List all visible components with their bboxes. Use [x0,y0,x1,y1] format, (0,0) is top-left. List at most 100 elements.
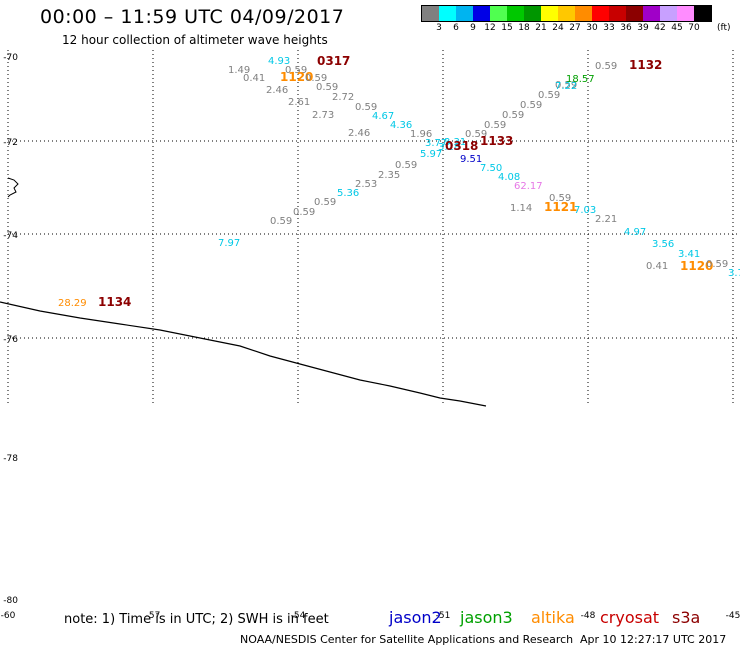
longitude-label: -54 [291,611,306,621]
wave-height-label: 3.41 [678,249,700,260]
color-scale-label: 24 [552,23,564,33]
color-swatch [592,6,609,21]
wave-height-label: 0.59 [316,82,338,93]
latitude-label: -80 [3,596,18,606]
wave-height-label: 0.59 [549,193,571,204]
wave-height-label: 0.59 [538,90,560,101]
wave-height-label: 0.41 [243,73,265,84]
legend-altika: altika [531,608,575,627]
wave-height-label: 2.21 [595,214,617,225]
wave-height-label: 28.29 [58,298,87,309]
wave-height-label: 0.59 [395,160,417,171]
color-swatch [558,6,575,21]
pass-time-label: 1120 [680,259,713,273]
wave-height-label: 0.59 [555,80,577,91]
pass-time-label: 0318 [445,139,478,153]
color-swatch [541,6,558,21]
color-scale-label: 30 [586,23,598,33]
latitude-labels: -70 -72 -74 -76 -78 -80 [3,53,18,606]
color-scale-label: 12 [484,23,496,33]
color-scale-label: 70 [688,23,700,33]
color-scale-label: 36 [620,23,632,33]
color-swatch [694,6,711,21]
pass-time-label: 1121 [544,200,577,214]
wave-height-label: 2.73 [312,110,334,121]
color-scale-label: 45 [671,23,683,33]
color-swatch [626,6,643,21]
wave-height-label: 0.59 [706,259,728,270]
latitude-label: -76 [3,335,18,345]
pass-time-label: 1133 [480,134,513,148]
color-scale-label: 27 [569,23,581,33]
wave-height-label: 2.53 [355,179,377,190]
wave-height-label: 4.36 [390,120,412,131]
wave-height-label: 2.72 [332,92,354,103]
wave-height-label: 62.17 [514,181,543,192]
color-scale-label: 39 [637,23,649,33]
pass-time-label: 1134 [98,295,131,309]
longitude-label: -51 [436,611,451,621]
wave-height-label: 0.59 [595,61,617,72]
longitude-labels: -60 -57 -54 -51 -48 -45 [1,611,740,621]
wave-height-label: 2.35 [378,170,400,181]
wave-height-label: 7.50 [480,163,502,174]
legend-s3a: s3a [672,608,701,627]
wave-height-label: 0.59 [502,110,524,121]
wave-height-label: 0.41 [646,261,668,272]
footer-timestamp: Apr 10 12:27:17 UTC 2017 [580,633,727,646]
wave-height-label: 7.97 [218,238,240,249]
color-scale-label: 33 [603,23,615,33]
wave-height-label: 0.59 [293,207,315,218]
wave-height-label: 2.46 [266,85,288,96]
color-scale-label: 21 [535,23,547,33]
wave-height-label: 0.59 [484,120,506,131]
wave-height-label: 7.22 [555,81,577,92]
wave-height-label: 18.57 [566,74,595,85]
color-swatch [439,6,456,21]
wave-height-label: 5.97 [420,149,442,160]
legend-jason2: jason2 [389,608,442,627]
wave-height-label: 0.59 [465,129,487,140]
longitude-label: -45 [726,611,740,621]
color-swatch [575,6,592,21]
latitude-label: -74 [3,231,18,241]
latitude-label: -70 [3,53,18,63]
wave-height-points: 1.490.412.464.930.5911200.5903172.610.59… [58,54,740,309]
color-scale-label: 18 [518,23,530,33]
wave-height-label: 0.59 [270,216,292,227]
longitude-label: -48 [581,611,596,621]
color-swatch [490,6,507,21]
wave-height-label: 0.59 [285,65,307,76]
color-scale-label: 15 [501,23,513,33]
color-swatch [643,6,660,21]
color-scale-label: 6 [453,23,459,33]
legend-jason3: jason3 [460,608,513,627]
wave-height-label: 9.51 [460,154,482,165]
wave-height-label: 3.28 [438,142,460,153]
wave-height-label: 4.97 [624,227,646,238]
legend-cryosat: cryosat [600,608,660,627]
color-scale-unit: (ft) [717,23,731,33]
color-scale-label: 9 [470,23,476,33]
latitude-label: -78 [3,454,18,464]
latitude-label: -72 [3,138,18,148]
pass-time-label: 1120 [280,70,313,84]
wave-height-label: 1.96 [410,129,432,140]
wave-height-label: 4.67 [372,111,394,122]
pass-time-label: 0317 [317,54,350,68]
color-scale-label: 42 [654,23,666,33]
color-swatch [507,6,524,21]
wave-height-label: 5.36 [337,188,359,199]
wave-height-label: 1.49 [228,65,250,76]
wave-height-label: 1.14 [510,203,532,214]
longitude-label: -57 [146,611,161,621]
color-scale-label: 3 [436,23,442,33]
wave-height-label: 0.59 [305,73,327,84]
pass-time-label: 1132 [629,58,662,72]
wave-height-label: 3.56 [652,239,674,250]
coastline [0,301,487,407]
wave-height-label: 3.31 [444,137,466,148]
longitude-label: -60 [1,611,16,621]
wave-height-label: 3.7 [728,268,740,279]
